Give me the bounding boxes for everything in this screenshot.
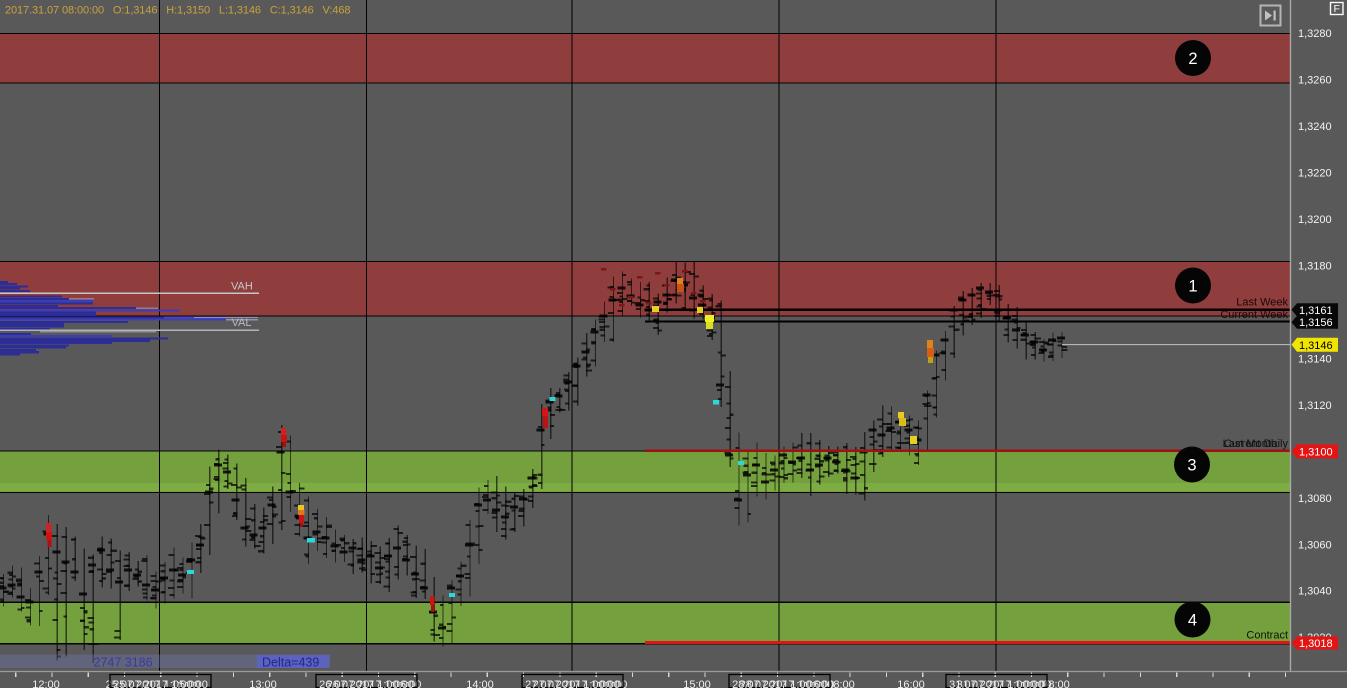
svg-text:2: 2 xyxy=(1188,50,1197,68)
svg-text:1,3200: 1,3200 xyxy=(1298,214,1332,226)
svg-text:1,3161: 1,3161 xyxy=(1299,305,1333,317)
svg-text:1: 1 xyxy=(1188,277,1197,295)
svg-text:Current Daily: Current Daily xyxy=(1224,438,1289,450)
svg-text:1,3156: 1,3156 xyxy=(1299,317,1333,329)
svg-text:08:00: 08:00 xyxy=(1042,679,1070,688)
svg-text:1,3080: 1,3080 xyxy=(1298,493,1332,505)
svg-text:1,3140: 1,3140 xyxy=(1298,354,1332,366)
svg-text:13:00: 13:00 xyxy=(249,679,277,688)
svg-text:1,3240: 1,3240 xyxy=(1298,121,1332,133)
svg-text:1,3018: 1,3018 xyxy=(1299,638,1333,650)
svg-text:31.07.2017 1:00:00: 31.07.2017 1:00:00 xyxy=(957,679,1052,688)
svg-text:1,3180: 1,3180 xyxy=(1298,261,1332,273)
svg-text:26.07.2017 1:00:00: 26.07.2017 1:00:00 xyxy=(319,679,414,688)
svg-text:1,3220: 1,3220 xyxy=(1298,168,1332,180)
svg-text:Current Week: Current Week xyxy=(1220,309,1288,321)
svg-text:1,3040: 1,3040 xyxy=(1298,586,1332,598)
svg-text:14:00: 14:00 xyxy=(466,679,494,688)
svg-text:27.07.2017 1:00:00: 27.07.2017 1:00:00 xyxy=(533,679,628,688)
svg-text:25.07.2017 1:05:00: 25.07.2017 1:05:00 xyxy=(106,679,201,688)
svg-text:25.07.2017 1:00:00: 25.07.2017 1:00:00 xyxy=(113,679,208,688)
svg-text:1,3060: 1,3060 xyxy=(1298,539,1332,551)
svg-text:2017.31.07 08:00:00 O:1,3146: 2017.31.07 08:00:00 O:1,3146 H:1,3150 L:… xyxy=(5,5,350,17)
svg-text:VAL: VAL xyxy=(232,317,252,329)
svg-text:16:00: 16:00 xyxy=(897,679,925,688)
svg-text:28.07.2017 1:00:00: 28.07.2017 1:00:00 xyxy=(732,679,827,688)
svg-text:27.07.2017 1:00:00: 27.07.2017 1:00:00 xyxy=(525,679,620,688)
svg-text:Last Month: Last Month xyxy=(1223,438,1277,450)
svg-text:VAH: VAH xyxy=(231,280,253,292)
svg-text:31.07.2017 1:00:00: 31.07.2017 1:00:00 xyxy=(949,679,1044,688)
svg-text:Last Week: Last Week xyxy=(1236,297,1288,309)
svg-text:F: F xyxy=(1333,3,1339,15)
svg-text:28.07.2017 1:06:00: 28.07.2017 1:06:00 xyxy=(740,679,835,688)
svg-text:2747 3186: 2747 3186 xyxy=(94,656,153,670)
svg-text:12:00: 12:00 xyxy=(32,679,60,688)
svg-text:1,3260: 1,3260 xyxy=(1298,75,1332,87)
svg-text:1,3280: 1,3280 xyxy=(1298,28,1332,40)
svg-text:4: 4 xyxy=(1188,611,1197,629)
svg-text:26.07.2017 1:06:00: 26.07.2017 1:06:00 xyxy=(327,679,422,688)
svg-text:Delta=439: Delta=439 xyxy=(262,656,319,670)
svg-text:3: 3 xyxy=(1187,456,1196,474)
svg-text:Contract: Contract xyxy=(1246,630,1288,642)
svg-text:15:00: 15:00 xyxy=(683,679,711,688)
svg-text:1,3146: 1,3146 xyxy=(1299,340,1333,352)
svg-text:08:00: 08:00 xyxy=(827,679,855,688)
svg-text:1,3120: 1,3120 xyxy=(1298,400,1332,412)
svg-text:1,3100: 1,3100 xyxy=(1299,446,1333,458)
